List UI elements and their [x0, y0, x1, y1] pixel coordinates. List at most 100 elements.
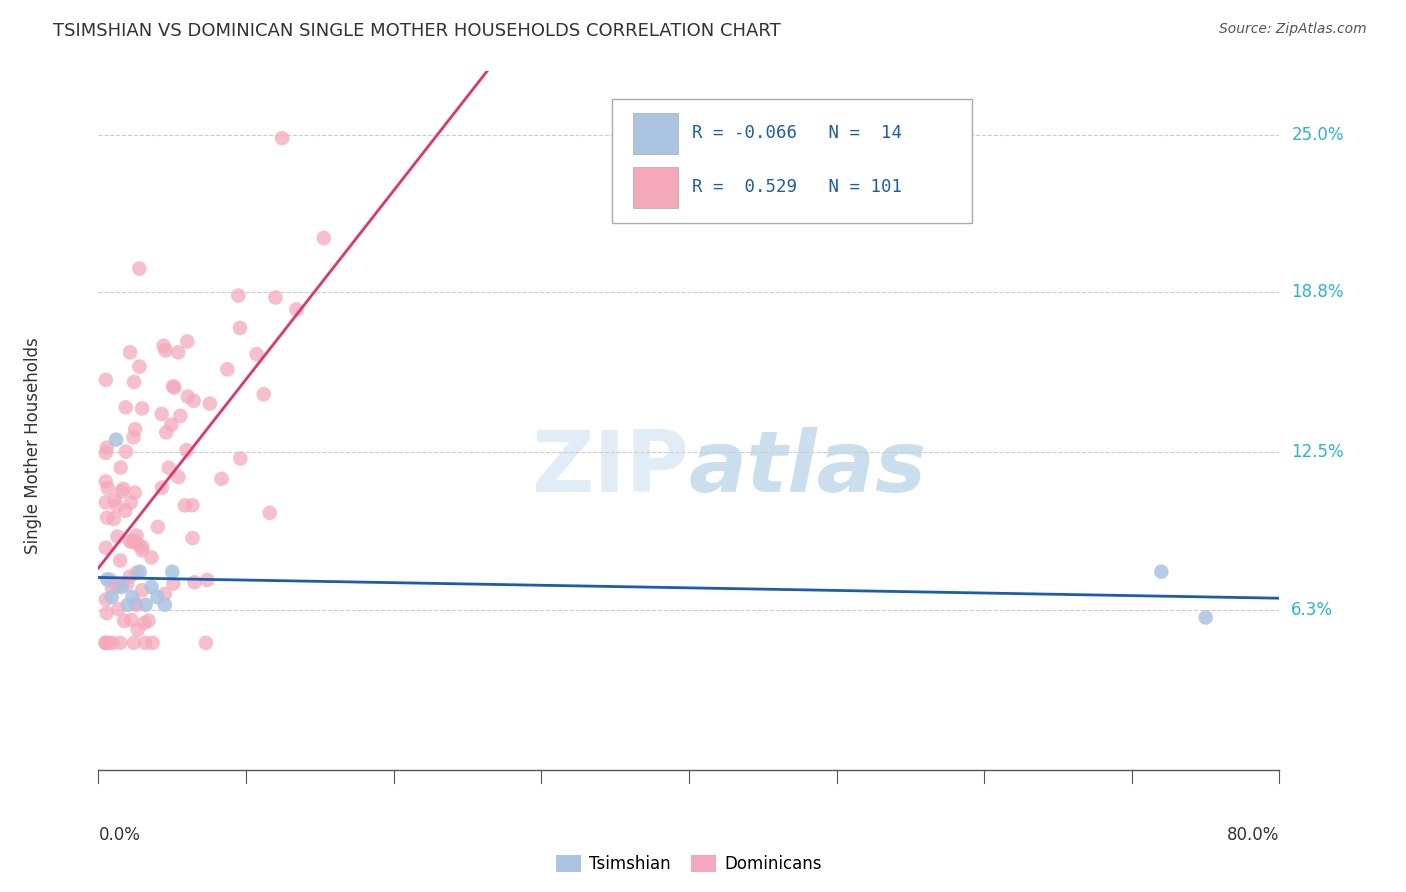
Text: R = -0.066   N =  14: R = -0.066 N = 14: [693, 124, 903, 142]
Point: [142, 636, 165, 650]
Point: [96, 572, 118, 586]
Text: Source: ZipAtlas.com: Source: ZipAtlas.com: [1219, 22, 1367, 37]
Point: [111, 580, 134, 594]
Text: 25.0%: 25.0%: [1291, 126, 1344, 144]
Point: [124, 485, 146, 500]
Point: [176, 334, 198, 349]
Point: [121, 590, 143, 604]
Bar: [634, 167, 678, 208]
Point: [211, 472, 233, 486]
Text: 80.0%: 80.0%: [1227, 826, 1279, 844]
Point: [183, 393, 205, 408]
Point: [150, 407, 173, 421]
Point: [101, 636, 124, 650]
Text: Single Mother Households: Single Mother Households: [24, 338, 42, 554]
Point: [122, 636, 145, 650]
Point: [121, 534, 143, 549]
Point: [124, 596, 146, 610]
Point: [110, 484, 132, 499]
Point: [150, 481, 173, 495]
Point: [124, 533, 146, 548]
Point: [157, 460, 180, 475]
Point: [135, 598, 157, 612]
Point: [105, 433, 128, 447]
Point: [128, 261, 150, 276]
Point: [94, 636, 117, 650]
Point: [94, 636, 117, 650]
Text: R =  0.529   N = 101: R = 0.529 N = 101: [693, 178, 903, 195]
Point: [96, 441, 118, 455]
Point: [122, 375, 145, 389]
Point: [94, 495, 117, 509]
Point: [125, 528, 148, 542]
Point: [114, 401, 136, 415]
Point: [112, 614, 135, 628]
Legend: Tsimshian, Dominicans: Tsimshian, Dominicans: [550, 848, 828, 880]
Point: [96, 510, 118, 524]
Point: [131, 401, 153, 416]
Text: 18.8%: 18.8%: [1291, 284, 1344, 301]
Point: [107, 602, 129, 616]
Point: [128, 359, 150, 374]
Point: [103, 512, 125, 526]
Point: [134, 636, 156, 650]
Point: [181, 531, 204, 545]
Text: 12.5%: 12.5%: [1291, 443, 1344, 461]
Point: [115, 444, 138, 458]
Point: [127, 538, 149, 552]
Point: [103, 493, 125, 508]
Point: [131, 543, 153, 558]
Point: [94, 636, 117, 650]
Point: [169, 409, 191, 423]
Point: [94, 446, 117, 460]
Text: TSIMSHIAN VS DOMINICAN SINGLE MOTHER HOUSEHOLDS CORRELATION CHART: TSIMSHIAN VS DOMINICAN SINGLE MOTHER HOU…: [53, 22, 782, 40]
Point: [131, 540, 153, 554]
Point: [264, 291, 287, 305]
Point: [162, 565, 183, 579]
Point: [98, 636, 121, 650]
Point: [124, 422, 146, 436]
Point: [177, 390, 200, 404]
Point: [125, 598, 148, 612]
Point: [112, 482, 135, 496]
Point: [128, 565, 150, 579]
Point: [96, 606, 118, 620]
Point: [110, 636, 132, 650]
Point: [110, 553, 132, 567]
Point: [160, 417, 183, 432]
Point: [141, 580, 163, 594]
Point: [155, 425, 177, 440]
Point: [100, 590, 122, 604]
Point: [194, 636, 217, 650]
Text: 0.0%: 0.0%: [98, 826, 141, 844]
Point: [167, 345, 190, 359]
Point: [122, 430, 145, 444]
Point: [107, 580, 129, 594]
Point: [97, 481, 120, 495]
Point: [183, 575, 205, 590]
Point: [107, 529, 129, 543]
Point: [181, 498, 204, 512]
Point: [312, 231, 335, 245]
Point: [285, 302, 308, 317]
Point: [226, 288, 249, 302]
Point: [146, 590, 169, 604]
Point: [132, 616, 155, 631]
Point: [138, 614, 160, 628]
Point: [162, 576, 184, 591]
Point: [271, 131, 294, 145]
Point: [120, 613, 142, 627]
Point: [120, 495, 142, 509]
Point: [176, 443, 198, 458]
Point: [152, 339, 174, 353]
FancyBboxPatch shape: [612, 99, 973, 223]
Point: [245, 347, 267, 361]
Point: [94, 373, 117, 387]
Point: [94, 592, 117, 607]
Point: [155, 343, 177, 358]
Point: [173, 499, 195, 513]
Point: [153, 598, 176, 612]
Point: [153, 587, 176, 601]
Point: [94, 475, 117, 489]
Point: [163, 380, 186, 394]
